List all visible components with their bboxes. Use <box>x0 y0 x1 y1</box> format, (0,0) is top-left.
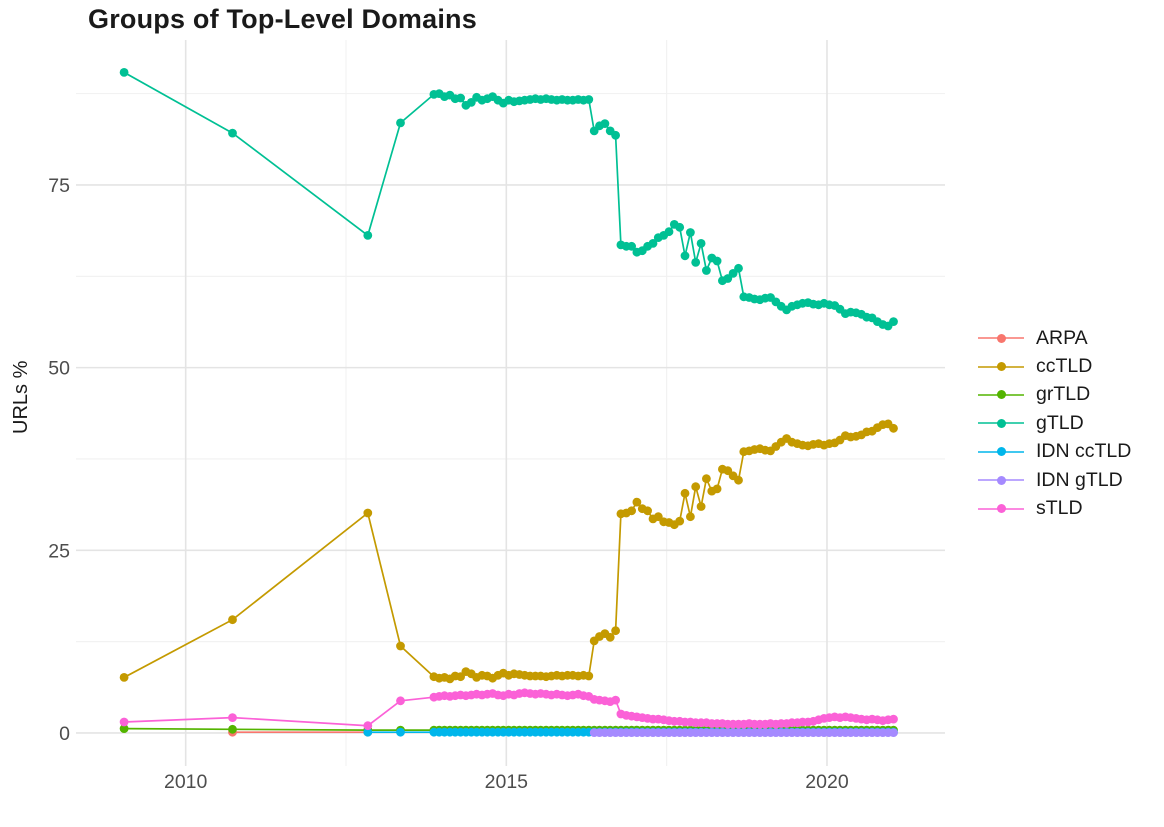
legend-key-dot <box>997 418 1006 428</box>
series-point-gtld <box>702 266 711 275</box>
series-point-stld <box>228 713 237 722</box>
series-point-cctld <box>605 632 615 642</box>
series-point-grtld <box>228 724 237 734</box>
series-point-cctld <box>611 626 620 636</box>
series-stld <box>119 688 898 731</box>
series-line-cctld <box>123 423 895 680</box>
series-point-idn-cctld <box>363 727 373 737</box>
series-point-gtld <box>648 239 658 248</box>
series-point-cctld <box>627 506 636 516</box>
legend-key-dot <box>997 362 1006 372</box>
series-point-gtld <box>889 317 898 326</box>
series-point-gtld <box>600 119 610 128</box>
legend-label: grTLD <box>1036 383 1091 406</box>
legend-item-gtld: gTLD <box>976 409 1131 437</box>
series-point-cctld <box>696 502 706 511</box>
y-tick-label: 75 <box>48 175 70 197</box>
legend-label: ccTLD <box>1036 355 1093 378</box>
series-point-grtld <box>119 724 129 733</box>
series-point-gtld <box>675 222 685 232</box>
series-point-cctld <box>228 615 237 625</box>
x-tick-label: 2020 <box>805 771 849 793</box>
y-tick-label: 0 <box>59 723 70 745</box>
legend-key-cctld <box>976 361 1026 373</box>
x-tick-label: 2015 <box>485 771 529 793</box>
series-point-stld <box>363 721 373 731</box>
series-point-cctld <box>712 484 722 494</box>
legend-key-idn-cctld <box>976 446 1026 458</box>
legend-item-arpa: ARPA <box>976 324 1131 352</box>
series-point-cctld <box>691 482 701 492</box>
series-point-gtld <box>584 95 594 104</box>
series-point-stld <box>396 696 405 706</box>
series-point-cctld <box>675 516 685 526</box>
series-point-gtld <box>228 128 237 138</box>
legend-key-dot <box>997 504 1006 514</box>
series-point-gtld <box>734 263 743 273</box>
series-point-stld <box>119 717 129 727</box>
series-point-cctld <box>632 497 642 507</box>
legend-key-idn-gtld <box>976 474 1026 486</box>
legend-key-arpa <box>976 332 1026 344</box>
legend-item-cctld: ccTLD <box>976 352 1131 380</box>
series-point-cctld <box>734 475 743 485</box>
series-point-gtld <box>712 256 722 266</box>
series-point-gtld <box>396 118 405 128</box>
series-point-cctld <box>363 508 373 518</box>
series-point-gtld <box>456 93 465 103</box>
series-line-gtld <box>123 71 895 327</box>
series-point-cctld <box>119 673 129 682</box>
legend-label: ARPA <box>1036 326 1088 349</box>
series-point-idn-cctld <box>396 727 405 737</box>
series-point-idn-gtld <box>889 728 898 737</box>
x-tick-label: 2010 <box>164 771 208 793</box>
y-tick-label: 50 <box>48 358 70 380</box>
legend-label: IDN ccTLD <box>1036 440 1132 463</box>
legend-label: sTLD <box>1036 497 1083 520</box>
legend-item-idn-cctld: IDN ccTLD <box>976 438 1131 466</box>
legend-label: IDN gTLD <box>1036 468 1123 491</box>
series-point-cctld <box>643 506 652 516</box>
series-point-cctld <box>702 474 711 484</box>
legend: ARPA ccTLD grTLD gTLD IDN ccTLD IDN gTLD sTLD <box>976 324 1131 523</box>
series-point-cctld <box>584 671 594 681</box>
series-point-stld <box>889 714 898 724</box>
series-point-gtld <box>691 258 701 267</box>
chart-title: Groups of Top-Level Domains <box>88 4 477 34</box>
series-point-gtld <box>680 251 690 261</box>
series-point-gtld <box>627 241 636 251</box>
series-point-gtld <box>696 239 706 248</box>
series-idn-gtld <box>589 728 898 737</box>
legend-item-grtld: grTLD <box>976 381 1131 409</box>
series-point-stld <box>611 695 620 705</box>
legend-key-dot <box>997 390 1006 400</box>
y-axis-labels: 0 25 50 75 <box>48 175 70 745</box>
gridlines-major <box>76 40 945 766</box>
series-cctld <box>119 419 898 684</box>
series-point-cctld <box>889 423 898 433</box>
legend-key-gtld <box>976 417 1026 429</box>
series-point-gtld <box>611 130 620 140</box>
series-point-gtld <box>363 231 373 240</box>
x-axis-labels: 2010 2015 2020 <box>164 771 849 793</box>
legend-label: gTLD <box>1036 411 1084 434</box>
series-point-cctld <box>680 488 690 498</box>
series-point-gtld <box>664 227 674 237</box>
series-gtld <box>119 68 898 331</box>
legend-key-dot <box>997 475 1006 485</box>
legend-key-dot <box>997 333 1006 343</box>
legend-key-grtld <box>976 389 1026 401</box>
series-point-cctld <box>396 641 405 651</box>
legend-item-stld: sTLD <box>976 494 1131 522</box>
legend-item-idn-gtld: IDN gTLD <box>976 466 1131 494</box>
series-point-gtld <box>119 68 129 77</box>
y-tick-label: 25 <box>48 540 70 562</box>
series-point-cctld <box>686 512 695 522</box>
legend-key-stld <box>976 503 1026 515</box>
series-point-gtld <box>686 228 695 237</box>
gridlines-minor <box>76 40 945 766</box>
legend-key-dot <box>997 447 1006 457</box>
